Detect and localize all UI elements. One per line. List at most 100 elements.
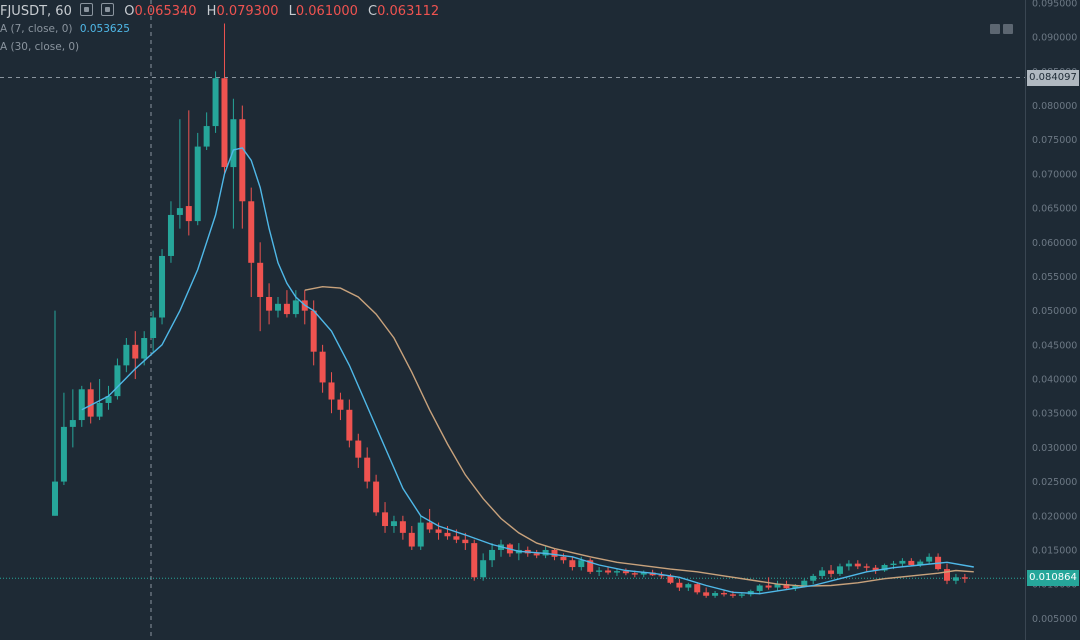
candle-body	[185, 206, 192, 222]
candle-body	[194, 146, 201, 222]
candle-body	[52, 481, 58, 516]
y-tick-label: 0.065000	[1032, 204, 1077, 215]
candle-body	[694, 584, 701, 593]
ma-fast-line	[81, 147, 974, 595]
candle-body	[60, 426, 67, 482]
candle-body	[756, 585, 763, 591]
candle-body	[952, 577, 959, 581]
candle-body	[560, 556, 567, 561]
candle-body	[212, 78, 219, 127]
y-tick-label: 0.095000	[1032, 0, 1077, 10]
layout-icon[interactable]	[1003, 24, 1013, 34]
candle-body	[872, 567, 879, 571]
candle-body	[944, 569, 950, 581]
candle-body	[881, 564, 888, 571]
candle-body	[613, 571, 620, 573]
y-tick-label: 0.075000	[1032, 135, 1077, 146]
candle-body	[257, 262, 264, 297]
candle-body	[114, 365, 121, 397]
candle-body	[836, 566, 843, 574]
candle-body	[712, 593, 719, 596]
candle-body	[480, 560, 487, 578]
candle-body	[283, 303, 290, 315]
arrows-icon[interactable]	[990, 24, 1000, 34]
candle-body	[78, 389, 85, 421]
candle-body	[373, 481, 380, 513]
crosshair-price-tag: 0.084097	[1027, 69, 1079, 86]
candle-body	[845, 563, 852, 567]
candle-body	[676, 582, 683, 588]
settings-icon[interactable]	[79, 3, 93, 16]
candle-body	[738, 594, 745, 596]
candle-body	[230, 119, 237, 168]
candle-body	[596, 570, 603, 572]
candle-body	[765, 585, 772, 588]
candle-body	[239, 119, 246, 202]
y-tick-label: 0.090000	[1032, 33, 1077, 44]
y-tick-label: 0.060000	[1032, 238, 1077, 249]
candle-body	[658, 575, 665, 577]
candle-body	[444, 532, 451, 537]
candle-body	[159, 255, 166, 318]
candle-body	[774, 584, 781, 588]
candle-body	[640, 572, 647, 575]
y-tick-label: 0.040000	[1032, 375, 1077, 386]
candle-body	[417, 522, 424, 547]
candle-body	[462, 539, 469, 544]
chart-area[interactable]	[0, 0, 1025, 640]
candle-body	[810, 575, 817, 581]
price-axis-svg: 0.0950000.0900000.0850000.0800000.075000…	[1032, 0, 1077, 625]
y-tick-label: 0.080000	[1032, 101, 1077, 112]
candle-body	[141, 338, 148, 359]
candle-body	[453, 536, 460, 540]
candle-body	[408, 532, 415, 547]
y-tick-label: 0.015000	[1032, 545, 1077, 556]
candle-body	[899, 560, 906, 564]
price-chart[interactable]	[0, 0, 1025, 640]
candle-body	[337, 399, 344, 410]
candle-body	[703, 592, 710, 596]
candle-body	[721, 593, 727, 595]
candle-body	[890, 563, 897, 565]
candle-body	[328, 382, 335, 400]
candle-body	[801, 580, 808, 586]
y-tick-label: 0.035000	[1032, 409, 1077, 420]
candle-body	[685, 584, 692, 588]
y-tick-label: 0.020000	[1032, 511, 1077, 522]
candle-body	[364, 457, 371, 482]
candle-body	[390, 521, 397, 527]
candle-body	[123, 344, 130, 366]
last-price-tag: 0.010864	[1027, 570, 1079, 587]
candle-body	[605, 570, 612, 573]
candle-body	[622, 571, 629, 574]
y-tick-label: 0.005000	[1032, 614, 1077, 625]
candle-body	[819, 570, 826, 576]
candle-body	[489, 549, 496, 561]
candle-body	[96, 402, 103, 417]
candle-body	[471, 543, 478, 578]
candle-body	[355, 440, 362, 458]
candle-body	[926, 556, 933, 562]
price-axis[interactable]: 0.0950000.0900000.0850000.0800000.075000…	[1025, 0, 1080, 640]
candle-body	[69, 420, 76, 427]
candle-body	[176, 208, 183, 215]
candle-body	[435, 529, 442, 533]
close-icon[interactable]	[101, 3, 115, 16]
candle-body	[426, 522, 433, 530]
y-tick-label: 0.045000	[1032, 340, 1077, 351]
y-tick-label: 0.025000	[1032, 477, 1077, 488]
candle-body	[917, 561, 924, 565]
y-tick-label: 0.055000	[1032, 272, 1077, 283]
candle-body	[132, 344, 139, 359]
candle-body	[167, 214, 174, 256]
candle-body	[221, 78, 228, 168]
y-tick-label: 0.030000	[1032, 443, 1077, 454]
candle-body	[533, 553, 540, 556]
candle-body	[587, 560, 594, 572]
candle-body	[150, 317, 157, 339]
candle-body	[828, 570, 835, 574]
candle-body	[854, 563, 861, 567]
y-tick-label: 0.050000	[1032, 306, 1077, 317]
y-tick-label: 0.070000	[1032, 169, 1077, 180]
candle-body	[631, 573, 638, 575]
